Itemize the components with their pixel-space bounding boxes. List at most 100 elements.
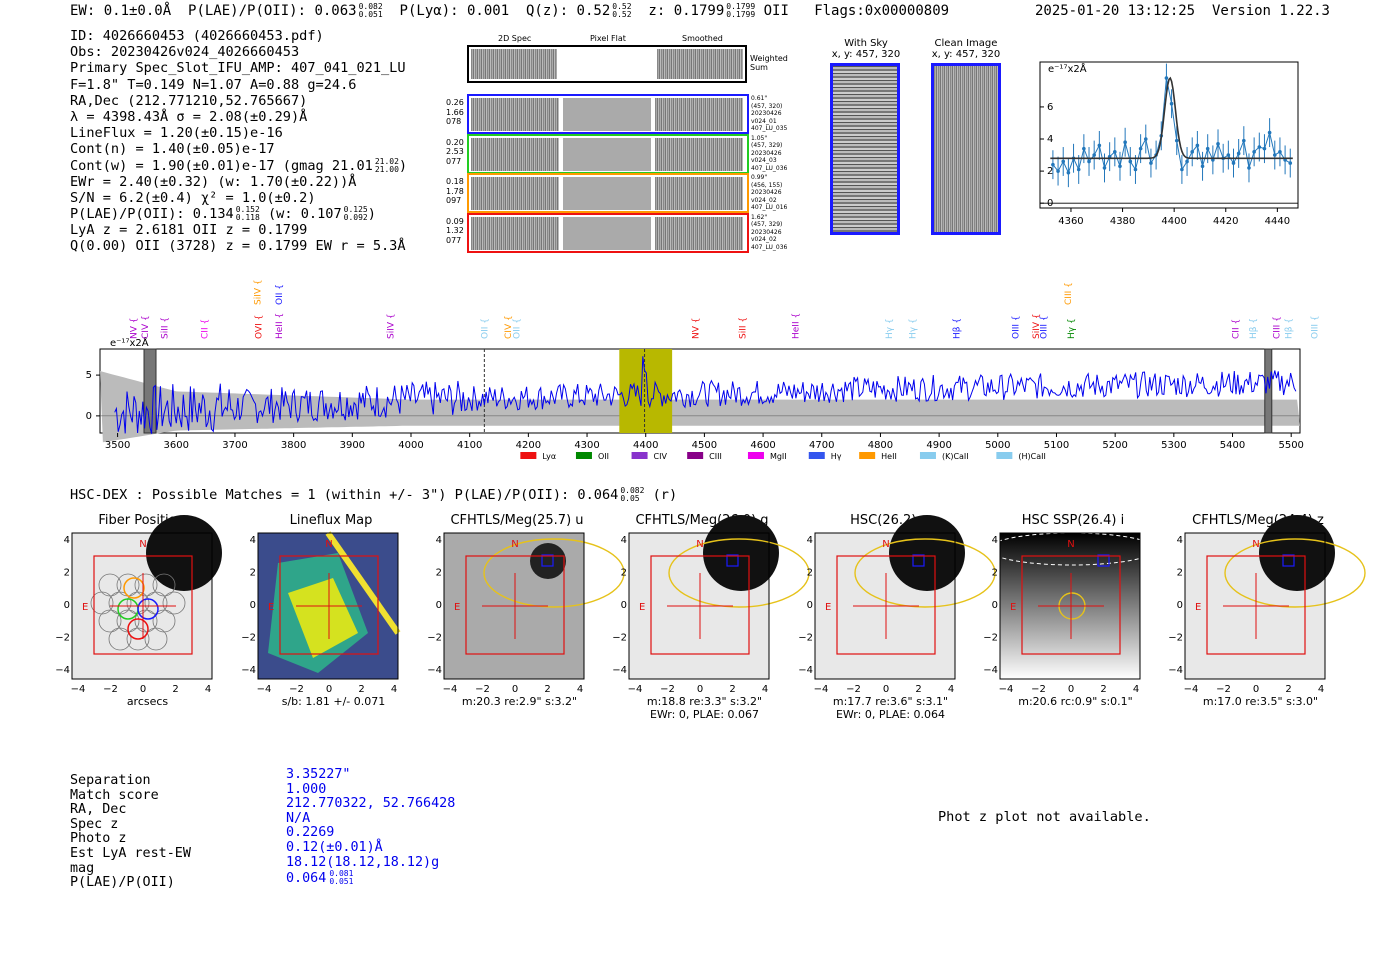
zoom-data-point [1242, 138, 1246, 143]
hsc-aperture-ellipse [987, 532, 1157, 566]
hsc-ytick-label: −2 [612, 633, 627, 644]
hsc-xtick-label: 2 [915, 684, 921, 695]
hsc-xtick-label: −4 [628, 684, 643, 695]
hsc-fiber-highlight [127, 618, 149, 640]
hsc-match-box [1097, 554, 1110, 567]
hsc-summary: HSC-DEX : Possible Matches = 1 (within +… [70, 487, 677, 504]
zoom-data-point [1113, 150, 1117, 154]
hsc-fiber-circle [98, 573, 122, 597]
hsc-xtick-label: 0 [883, 684, 889, 695]
cutout-row-left-value: 1.78 [446, 186, 464, 196]
hsc-lineflux-streak [325, 531, 401, 635]
spec-legend-swatch [631, 452, 648, 459]
zoom-xtick-label: 4360 [1058, 216, 1083, 227]
hsc-panel-plot: N E −4 −2 0 2 4 4 2 0 −2 −4 [798, 515, 996, 695]
info-plae-w-hi: 0.125 [343, 205, 368, 215]
hsc-xtick-label: 4 [391, 684, 397, 695]
weighted-smoothed-image [657, 49, 743, 79]
spec-line-marker: OIII { [1011, 315, 1021, 339]
spec-line-marker: SiII { [739, 317, 749, 339]
match-label: P(LAE)/P(OII) [70, 875, 175, 891]
hsc-summary-text: HSC-DEX : Possible Matches = 1 (within +… [70, 487, 619, 503]
hsc-panel-image [1185, 515, 1366, 679]
hsc-ytick-label: 0 [250, 600, 256, 611]
zoom-data-point [1051, 162, 1055, 167]
hsc-ytick-label: 2 [64, 568, 70, 579]
hsc-north-label: N [882, 539, 889, 550]
cutout-row-right-value: 407_LU_036 [751, 243, 788, 251]
spec-legend-label: HeII [881, 452, 897, 461]
spec-line-label: NV { [129, 318, 139, 339]
spec-xtick-label: 5500 [1278, 440, 1303, 451]
cutout-row-left-value: 097 [446, 196, 462, 205]
zoom-data-point [1169, 101, 1174, 106]
spec-line-marker: CIV { [504, 315, 514, 339]
spec-line-label: CII { [1231, 319, 1241, 339]
header-qz: Q(z): 0.52 [525, 3, 611, 19]
photz-note: Phot z plot not available. [938, 809, 1151, 825]
hsc-xtick-label: 2 [358, 684, 364, 695]
hsc-ytick-label: −4 [798, 665, 813, 676]
zoom-data-point [1231, 161, 1236, 165]
cutout-row-right-value: (457, 329) [751, 221, 783, 228]
spec-xtick-label: 5100 [1044, 440, 1069, 451]
zoom-data-point [1082, 146, 1086, 151]
spec-xtick-label: 4200 [516, 440, 541, 451]
hsc-fiber-circle [134, 573, 158, 597]
spec-line-label: SiIV { [1032, 313, 1042, 339]
hsc-panel-image [72, 515, 222, 679]
hsc-search-box [650, 555, 750, 655]
spec-xtick-label: 4600 [750, 440, 775, 451]
spec-xtick-label: 5400 [1220, 440, 1245, 451]
zoom-data-point [1190, 150, 1195, 154]
hsc-ytick-label: 0 [807, 600, 813, 611]
info-id: ID: 4026660453 (4026660453.pdf) [70, 28, 324, 44]
info-plae-hi: 0.152 [235, 205, 260, 215]
spec-line-marker: OIII { [1311, 315, 1320, 339]
match-value: 1.000 [286, 781, 327, 797]
hsc-ytick-label: −2 [427, 633, 442, 644]
spec-xtick-label: 4500 [692, 440, 717, 451]
hsc-fiber-highlight [137, 598, 159, 620]
hsc-search-box [279, 555, 379, 655]
weighted-2dspec-image [471, 49, 557, 79]
hsc-east-label: E [82, 602, 88, 613]
spec-line-label: Hγ { [885, 318, 895, 339]
cutout-row-left: 0.20 2.53 077 [446, 138, 466, 167]
spec-line-label: NV { [692, 318, 702, 339]
info-radec: RA,Dec (212.771210,52.765667) [70, 92, 308, 109]
cutout-row-right-value: v024_03 [751, 157, 777, 164]
hsc-ytick-label: 0 [64, 600, 70, 611]
hsc-panel-frame [999, 532, 1141, 680]
cutout-row-right-value: 407_LU_035 [751, 125, 788, 132]
info-plae: P(LAE)/P(OII): 0.134 0.152 0.118 (w: 0.107… [70, 205, 376, 223]
match-plae-bounds: 0.081 0.051 [329, 870, 353, 886]
header-right: 2025-01-20 13:12:25 Version 1.22.3 [1035, 3, 1330, 19]
match-plae-lo: 0.051 [329, 877, 354, 887]
zoom-unit-label: e⁻¹⁷x2Å [1048, 62, 1087, 75]
match-label: Est LyA rest-EW [70, 845, 191, 861]
hsc-match-box [1282, 554, 1295, 567]
cutout-row [467, 173, 749, 213]
info-contn: Cont(n) = 1.40(±0.05)e-17 [70, 141, 275, 158]
cutout-row-left-value: 078 [446, 117, 462, 126]
cutout-row-left: 0.09 1.32 077 [446, 217, 466, 246]
hsc-xtick-label: −4 [443, 684, 458, 695]
info-plae-w: (w: 0.107 [267, 206, 342, 223]
col-label-smoothed: Smoothed [682, 34, 723, 43]
spec-line-marker: CII { [200, 319, 210, 339]
hsc-fiber-circle [98, 609, 122, 633]
hsc-panel-plot: N E −4 −2 0 2 4 4 2 0 −2 −4 [983, 532, 1157, 695]
spec-line-label: SiIV { [253, 279, 263, 305]
hsc-fiber-circle [162, 591, 186, 615]
spec-line-label: OII { [513, 318, 523, 339]
hsc-north-label: N [139, 539, 146, 550]
cutout-2dspec-image [471, 216, 559, 250]
spec-line-marker: CIV { [141, 315, 151, 339]
info-ewr: EWr = 2.40(±0.32) (w: 1.70(±0.22))Å [70, 173, 357, 190]
spec-line-marker: Hγ { [885, 318, 895, 339]
info-plae-w-lo: 0.092 [343, 213, 368, 223]
spec-xtick-label: 4900 [926, 440, 951, 451]
spec-line-label: SiII { [161, 317, 171, 339]
hsc-xtick-label: 0 [512, 684, 518, 695]
